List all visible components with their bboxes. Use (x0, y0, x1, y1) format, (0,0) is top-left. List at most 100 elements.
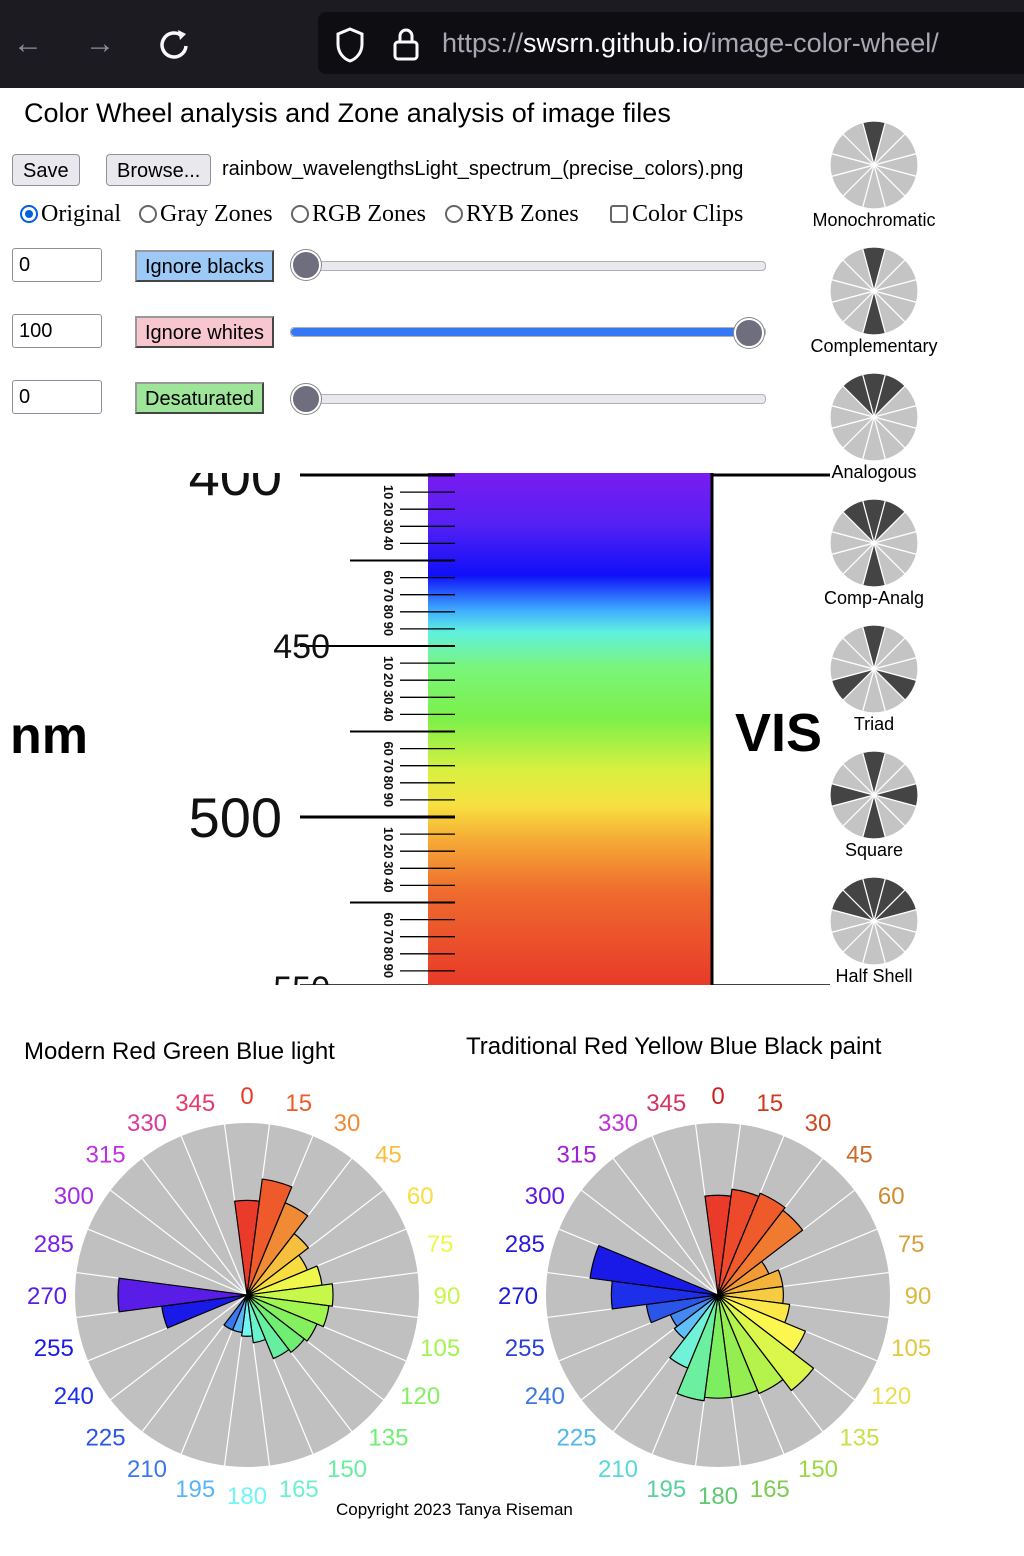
ryb-chart-title: Traditional Red Yellow Blue Black paint (466, 1033, 882, 1060)
desaturated-slider-thumb[interactable] (291, 384, 321, 414)
angle-label: 255 (505, 1335, 545, 1362)
mode-ryb-zones[interactable]: RYB Zones (445, 201, 579, 228)
polar-bar-45 (717, 1209, 804, 1296)
ignore-whites-slider[interactable] (290, 327, 766, 337)
minor-tick-label: 80 (381, 776, 396, 790)
wheel-segment (842, 121, 876, 168)
page-title: Color Wheel analysis and Zone analysis o… (24, 98, 671, 128)
minor-tick-label: 40 (381, 878, 396, 892)
harmony-label: Triad (853, 714, 895, 734)
minor-tick-label: 90 (381, 622, 396, 636)
url-text[interactable]: https://swsrn.github.io/image-color-whee… (442, 28, 939, 58)
harmony-wheel-triad[interactable] (824, 619, 924, 719)
save-button[interactable]: Save (12, 154, 80, 186)
angle-label: 210 (598, 1456, 638, 1483)
angle-label: 285 (34, 1231, 74, 1258)
back-arrow-icon[interactable]: ← (13, 27, 43, 60)
angle-label: 285 (505, 1231, 545, 1258)
angle-label: 300 (525, 1183, 565, 1210)
angle-label: 105 (891, 1335, 931, 1362)
polar-bar-135 (717, 1294, 815, 1392)
minor-tick-label: 90 (381, 793, 396, 807)
minor-tick-label: 30 (381, 861, 396, 875)
lock-icon[interactable] (392, 26, 420, 67)
minor-tick-label: 10 (381, 485, 396, 499)
minor-tick-label: 60 (381, 570, 396, 584)
unit-label: nm (10, 707, 88, 765)
ignore-blacks-slider[interactable] (300, 261, 766, 271)
harmony-label: Square (844, 840, 904, 860)
polar-bar-150 (717, 1294, 784, 1395)
polar-bar-120 (246, 1294, 318, 1342)
harmony-label: Analogous (831, 462, 917, 482)
mode-rgb-zones[interactable]: RGB Zones (291, 201, 426, 228)
desaturated-input[interactable] (12, 380, 102, 414)
minor-tick-label: 60 (381, 741, 396, 755)
reload-icon[interactable] (152, 22, 196, 71)
mode-original[interactable]: Original (20, 201, 121, 228)
color-clips-checkbox[interactable]: Color Clips (610, 201, 743, 228)
url-bar[interactable] (318, 12, 1024, 74)
polar-bar-150 (246, 1294, 290, 1360)
angle-label: 270 (27, 1283, 67, 1310)
polar-charts: 0 153045607590105120135150165180195210225… (27, 1083, 931, 1510)
ignore-blacks-slider-thumb[interactable] (291, 250, 321, 280)
browse-button[interactable]: Browse... (106, 154, 212, 186)
wheel-segment (842, 751, 876, 798)
polar-bar-45 (246, 1232, 310, 1296)
angle-label: 165 (750, 1476, 790, 1503)
shield-icon[interactable] (334, 26, 366, 69)
wheel-segment (842, 625, 876, 672)
angle-label: 135 (839, 1424, 879, 1451)
angle-label: 45 (846, 1142, 873, 1169)
wheel-segment (842, 373, 876, 420)
harmony-wheel-analogous[interactable] (824, 367, 924, 467)
angle-label: 315 (557, 1142, 597, 1169)
ignore-blacks-button[interactable]: Ignore blacks (135, 250, 274, 282)
angle-label: 75 (427, 1231, 454, 1258)
angle-label: 45 (375, 1142, 402, 1169)
mode-gray-zones[interactable]: Gray Zones (139, 201, 273, 228)
forward-arrow-icon[interactable]: → (85, 27, 115, 60)
harmony-label: Half Shell (835, 966, 913, 986)
minor-tick-label: 30 (381, 690, 396, 704)
wavelength-label: 400 (189, 465, 282, 507)
angle-label: 240 (525, 1383, 565, 1410)
radio-icon[interactable] (291, 205, 309, 223)
angle-label: 30 (805, 1110, 832, 1137)
angle-label: 120 (400, 1383, 440, 1410)
desaturated-button[interactable]: Desaturated (135, 382, 264, 414)
ignore-whites-input[interactable] (12, 314, 102, 348)
harmony-wheel-square[interactable] (824, 745, 924, 845)
angle-label: 15 (285, 1090, 312, 1117)
wheel-segment (842, 877, 876, 924)
angle-label: 120 (871, 1383, 911, 1410)
harmony-wheel-monochromatic[interactable] (824, 115, 924, 215)
radio-icon[interactable] (445, 205, 463, 223)
radio-icon[interactable] (139, 205, 157, 223)
minor-tick-label: 60 (381, 912, 396, 926)
selected-filename: rainbow_wavelengthsLight_spectrum_(preci… (222, 158, 744, 180)
angle-label: 240 (54, 1383, 94, 1410)
ignore-whites-button[interactable]: Ignore whites (135, 316, 274, 348)
radio-icon[interactable] (20, 205, 38, 223)
checkbox-icon[interactable] (610, 205, 628, 223)
angle-label: 165 (279, 1476, 319, 1503)
ignore-blacks-input[interactable] (12, 248, 102, 282)
ignore-whites-slider-thumb[interactable] (734, 318, 764, 348)
minor-tick-label: 70 (381, 929, 396, 943)
angle-label: 105 (420, 1335, 460, 1362)
polar-bar-180 (240, 1294, 254, 1337)
polar-bar-135 (246, 1294, 306, 1354)
minor-tick-label: 70 (381, 758, 396, 772)
desaturated-slider[interactable] (300, 394, 766, 404)
minor-tick-label: 10 (381, 827, 396, 841)
angle-label: 150 (327, 1456, 367, 1483)
harmony-wheel-complementary[interactable] (824, 241, 924, 341)
wheel-segment (842, 499, 876, 546)
harmony-wheel-comp-analg[interactable] (824, 493, 924, 593)
harmony-label: Monochromatic (812, 210, 936, 230)
harmony-wheel-half-shell[interactable] (824, 871, 924, 971)
